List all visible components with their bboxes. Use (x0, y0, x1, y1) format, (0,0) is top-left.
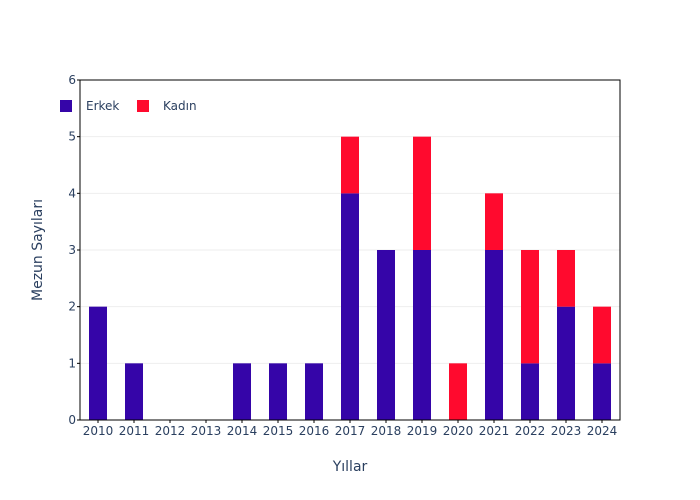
bar-kadın-2024 (593, 306, 611, 364)
x-tick-label: 2015 (263, 424, 294, 438)
bar-erkek-2019 (413, 250, 431, 420)
y-tick-label: 2 (68, 300, 76, 314)
y-axis-title: Mezun Sayıları (30, 199, 46, 301)
bar-kadın-2023 (557, 250, 575, 307)
x-tick-label: 2021 (479, 424, 510, 438)
bar-erkek-2011 (125, 363, 143, 420)
y-tick-label: 4 (68, 186, 76, 200)
y-tick-label: 6 (68, 73, 76, 87)
bar-erkek-2023 (557, 306, 575, 420)
legend-swatch-erkek (60, 100, 72, 112)
bar-erkek-2015 (269, 363, 287, 420)
bar-kadın-2019 (413, 136, 431, 250)
y-tick-label: 1 (68, 356, 76, 370)
x-tick-label: 2023 (551, 424, 582, 438)
x-tick-label: 2022 (515, 424, 546, 438)
bars (89, 136, 611, 420)
legend: Erkek Kadın (60, 99, 197, 113)
legend-label-kadın: Kadın (163, 99, 197, 113)
x-tick-label: 2012 (155, 424, 186, 438)
x-tick-label: 2020 (443, 424, 474, 438)
x-tick-label: 2010 (83, 424, 114, 438)
bar-kadın-2020 (449, 363, 467, 420)
x-axis-ticks: 2010 2011 2012 2013 2014 2015 2016 2017 2018 2019… (83, 420, 618, 438)
bar-erkek-2022 (521, 363, 539, 420)
bar-erkek-2016 (305, 363, 323, 420)
bar-kadın-2017 (341, 136, 359, 194)
y-tick-label: 0 (68, 413, 76, 427)
x-tick-label: 2016 (299, 424, 330, 438)
bar-erkek-2014 (233, 363, 251, 420)
x-axis-title: Yıllar (332, 459, 368, 475)
bar-kadın-2021 (485, 193, 503, 250)
bar-erkek-2018 (377, 250, 395, 420)
legend-label-erkek: Erkek (86, 99, 119, 113)
x-tick-label: 2014 (227, 424, 258, 438)
x-tick-label: 2017 (335, 424, 366, 438)
legend-swatch-kadın (137, 100, 149, 112)
x-tick-label: 2019 (407, 424, 438, 438)
y-tick-label: 3 (68, 243, 76, 257)
x-tick-label: 2013 (191, 424, 222, 438)
bar-kadın-2022 (521, 250, 539, 364)
bar-erkek-2017 (341, 193, 359, 420)
bar-erkek-2021 (485, 250, 503, 420)
bar-erkek-2010 (89, 306, 107, 420)
x-tick-label: 2011 (119, 424, 150, 438)
y-axis-ticks: 0 1 2 3 4 5 6 (68, 73, 80, 427)
bar-erkek-2024 (593, 363, 611, 420)
y-tick-label: 5 (68, 130, 76, 144)
x-tick-label: 2024 (587, 424, 618, 438)
x-tick-label: 2018 (371, 424, 402, 438)
